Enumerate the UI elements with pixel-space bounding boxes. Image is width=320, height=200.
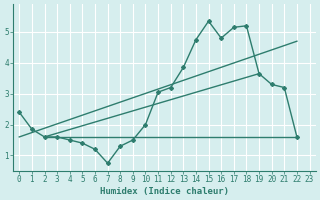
X-axis label: Humidex (Indice chaleur): Humidex (Indice chaleur) (100, 187, 229, 196)
